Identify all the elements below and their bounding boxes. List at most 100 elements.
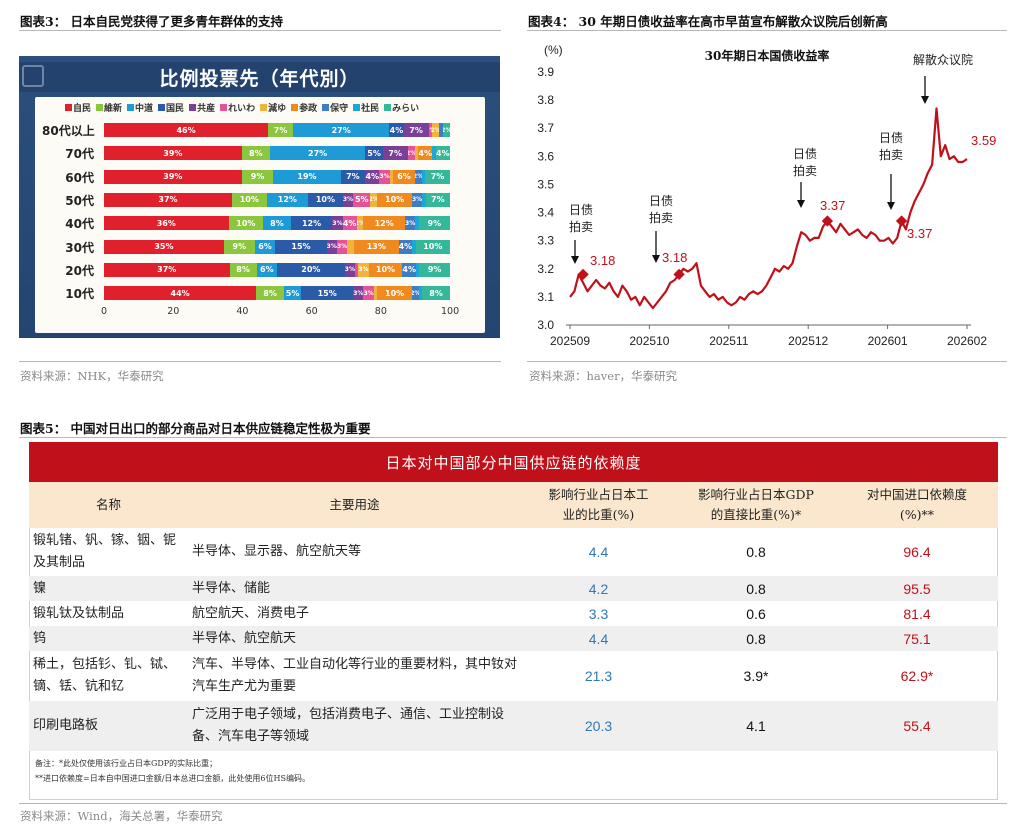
gdp-share-cell: 0.8 xyxy=(676,576,836,601)
vote-segment xyxy=(389,169,394,184)
age-group-label: 80代以上 xyxy=(42,124,95,138)
item-name-cell: 锻轧锗、钒、镓、铟、铌及其制品 xyxy=(33,533,177,570)
item-use-cell: 广泛用于电子领域，包括消费电子、通信、工业控制设备、汽车电子等领域 xyxy=(188,701,521,751)
legend-label: みらい xyxy=(392,104,420,114)
figure5-title: 图表5： 中国对日出口的部分商品对日本供应链稳定性极为重要 xyxy=(20,421,371,436)
vote-segment: 12% xyxy=(290,216,333,231)
vote-x-tick: 80 xyxy=(374,306,387,317)
age-group-label: 50代 xyxy=(65,193,94,208)
vote-segment: 8% xyxy=(422,286,450,301)
vote-segment: 5% xyxy=(283,286,302,301)
legend-item: 中道 xyxy=(127,101,153,114)
item-name-cell: 印刷电路板 xyxy=(29,701,188,751)
vote-segment: 7% xyxy=(425,192,450,207)
vote-segment: 2% xyxy=(432,123,440,137)
age-group-label: 10代 xyxy=(65,287,94,302)
vote-segment: 20% xyxy=(276,262,345,277)
x-tick-label: 202602 xyxy=(947,334,987,348)
x-tick-label: 202601 xyxy=(868,334,908,348)
vote-segment: 8% xyxy=(241,146,270,161)
item-name-cell: 锻轧钛及钛制品 xyxy=(33,605,125,621)
vote-segment: 3% xyxy=(363,286,374,301)
legend-label: 共産 xyxy=(197,104,216,114)
auction-markers xyxy=(577,215,908,281)
vote-segment: 36% xyxy=(104,216,229,231)
vote-segment: 10% xyxy=(232,192,267,207)
annotation-value: 3.18 xyxy=(590,253,615,268)
figure4-bottom-rule xyxy=(527,361,1007,362)
import-dependency-cell: 62.9* xyxy=(900,668,934,684)
age-group-label: 20代 xyxy=(65,263,94,278)
vote-bar: 46%7%27%4%7%1%2%2% xyxy=(104,123,450,137)
vote-segment: 1% xyxy=(428,123,433,137)
item-use-cell: 半导体、航空航天 xyxy=(188,626,521,651)
vote-segment: 3% xyxy=(336,239,348,254)
annotation-label: 拍卖 xyxy=(793,163,817,178)
legend-label: 中道 xyxy=(135,104,154,114)
industry-share-cell: 21.3 xyxy=(584,668,613,684)
vote-segment: 7% xyxy=(425,169,450,184)
vote-banner xyxy=(19,62,500,92)
vote-segment xyxy=(347,239,355,254)
legend-label: れいわ xyxy=(228,104,256,114)
legend-label: 自民 xyxy=(73,104,92,114)
annotation-label: 拍卖 xyxy=(569,219,593,234)
table-notes: 备注：*此处仅使用该行业占日本GDP的实际比重； **进口依赖度=日本自中国进口… xyxy=(29,751,998,802)
vote-segment: 2% xyxy=(356,216,364,231)
vote-segment xyxy=(421,169,426,184)
vote-bar: 39%9%19%7%4%3%6%2%7% xyxy=(104,169,450,184)
broadcaster-logo-icon xyxy=(22,65,44,87)
table-header-cell: 名称 xyxy=(29,482,188,528)
vote-segment xyxy=(415,216,419,231)
figure3-bottom-rule xyxy=(19,361,501,362)
legend-item: みらい xyxy=(384,101,419,114)
table-row: 钨半导体、航空航天 4.4 0.8 75.1 xyxy=(29,626,998,651)
gdp-share-cell: 0.8 xyxy=(746,544,766,560)
series-line xyxy=(569,107,968,310)
y-tick-label: 3.0 xyxy=(537,318,554,332)
vote-segment: 46% xyxy=(104,123,269,137)
vote-segment: 6% xyxy=(256,262,277,277)
table-note: **进口依赖度=日本自中国进口金额/日本总进口金额，此处使用6位HS编码。 xyxy=(35,774,310,783)
table-header-cell: 影响行业占日本工业的比重(%) xyxy=(521,482,676,528)
gdp-share-cell: 3.9* xyxy=(743,668,769,684)
table-header-cell: 对中国进口依赖度(%)** xyxy=(836,482,998,528)
vote-segment xyxy=(422,192,426,207)
y-tick-label: 3.1 xyxy=(537,290,554,304)
legend-item: れいわ xyxy=(220,101,255,114)
vote-segment: 3% xyxy=(344,262,355,277)
vote-segment: 39% xyxy=(104,169,242,184)
vote-x-tick: 20 xyxy=(167,306,180,317)
legend-swatch xyxy=(96,104,104,111)
vote-segment: 10% xyxy=(228,216,264,231)
import-dependency-cell: 81.4 xyxy=(903,605,931,622)
x-tick-label: 202509 xyxy=(550,334,590,348)
import-dependency-cell: 75.1 xyxy=(836,626,998,651)
table-row: 稀土，包括钐、钆、铽、镝、铥、钪和钇 汽车、半导体、工业自动化等行业的重要材料，其… xyxy=(29,651,998,701)
annotation-value: 3.37 xyxy=(907,226,932,241)
vote-segment: 9% xyxy=(241,169,274,184)
table-header-cell: 主要用途 xyxy=(188,482,521,528)
party-legend: 自民 維新 中道 国民 共産 れいわ 減ゆ 参政 保守 社民 みらい xyxy=(65,101,419,114)
vote-segment: 37% xyxy=(104,192,233,207)
age-group-label: 40代 xyxy=(65,217,94,232)
vote-segment: 9% xyxy=(419,262,450,277)
figure4-title-rule xyxy=(527,30,1007,31)
vote-segment: 7% xyxy=(403,123,429,137)
y-tick-label: 3.9 xyxy=(537,65,554,79)
legend-item: 自民 xyxy=(65,101,91,114)
vote-segment: 10% xyxy=(377,192,412,207)
table-row: 印刷电路板 广泛用于电子领域，包括消费电子、通信、工业控制设备、汽车电子等领域 20… xyxy=(29,701,998,751)
table-header-row: 名称 主要用途 影响行业占日本工业的比重(%) 影响行业占日本GDP的直接比重(%)*… xyxy=(29,482,998,528)
annotation-label: 日债 xyxy=(879,131,903,145)
table-row: 锻轧锗、钒、镓、铟、铌及其制品 半导体、显示器、航空航天等 4.4 0.8 96.4 xyxy=(29,528,998,576)
figure5-title-rule xyxy=(19,437,1007,438)
legend-label: 維新 xyxy=(104,104,123,114)
legend-swatch xyxy=(127,104,135,111)
vote-segment: 8% xyxy=(263,216,291,231)
vote-segment: 4% xyxy=(402,262,416,277)
vote-segment xyxy=(432,146,436,161)
vote-segment: 4% xyxy=(435,146,450,161)
import-dependency-cell: 55.4 xyxy=(836,701,998,751)
yield-chart: 30年期日本国债收益率 (%) 3.9 3.8 3.7 3.6 3.5 3.4 3.3 3.2… xyxy=(537,43,996,348)
